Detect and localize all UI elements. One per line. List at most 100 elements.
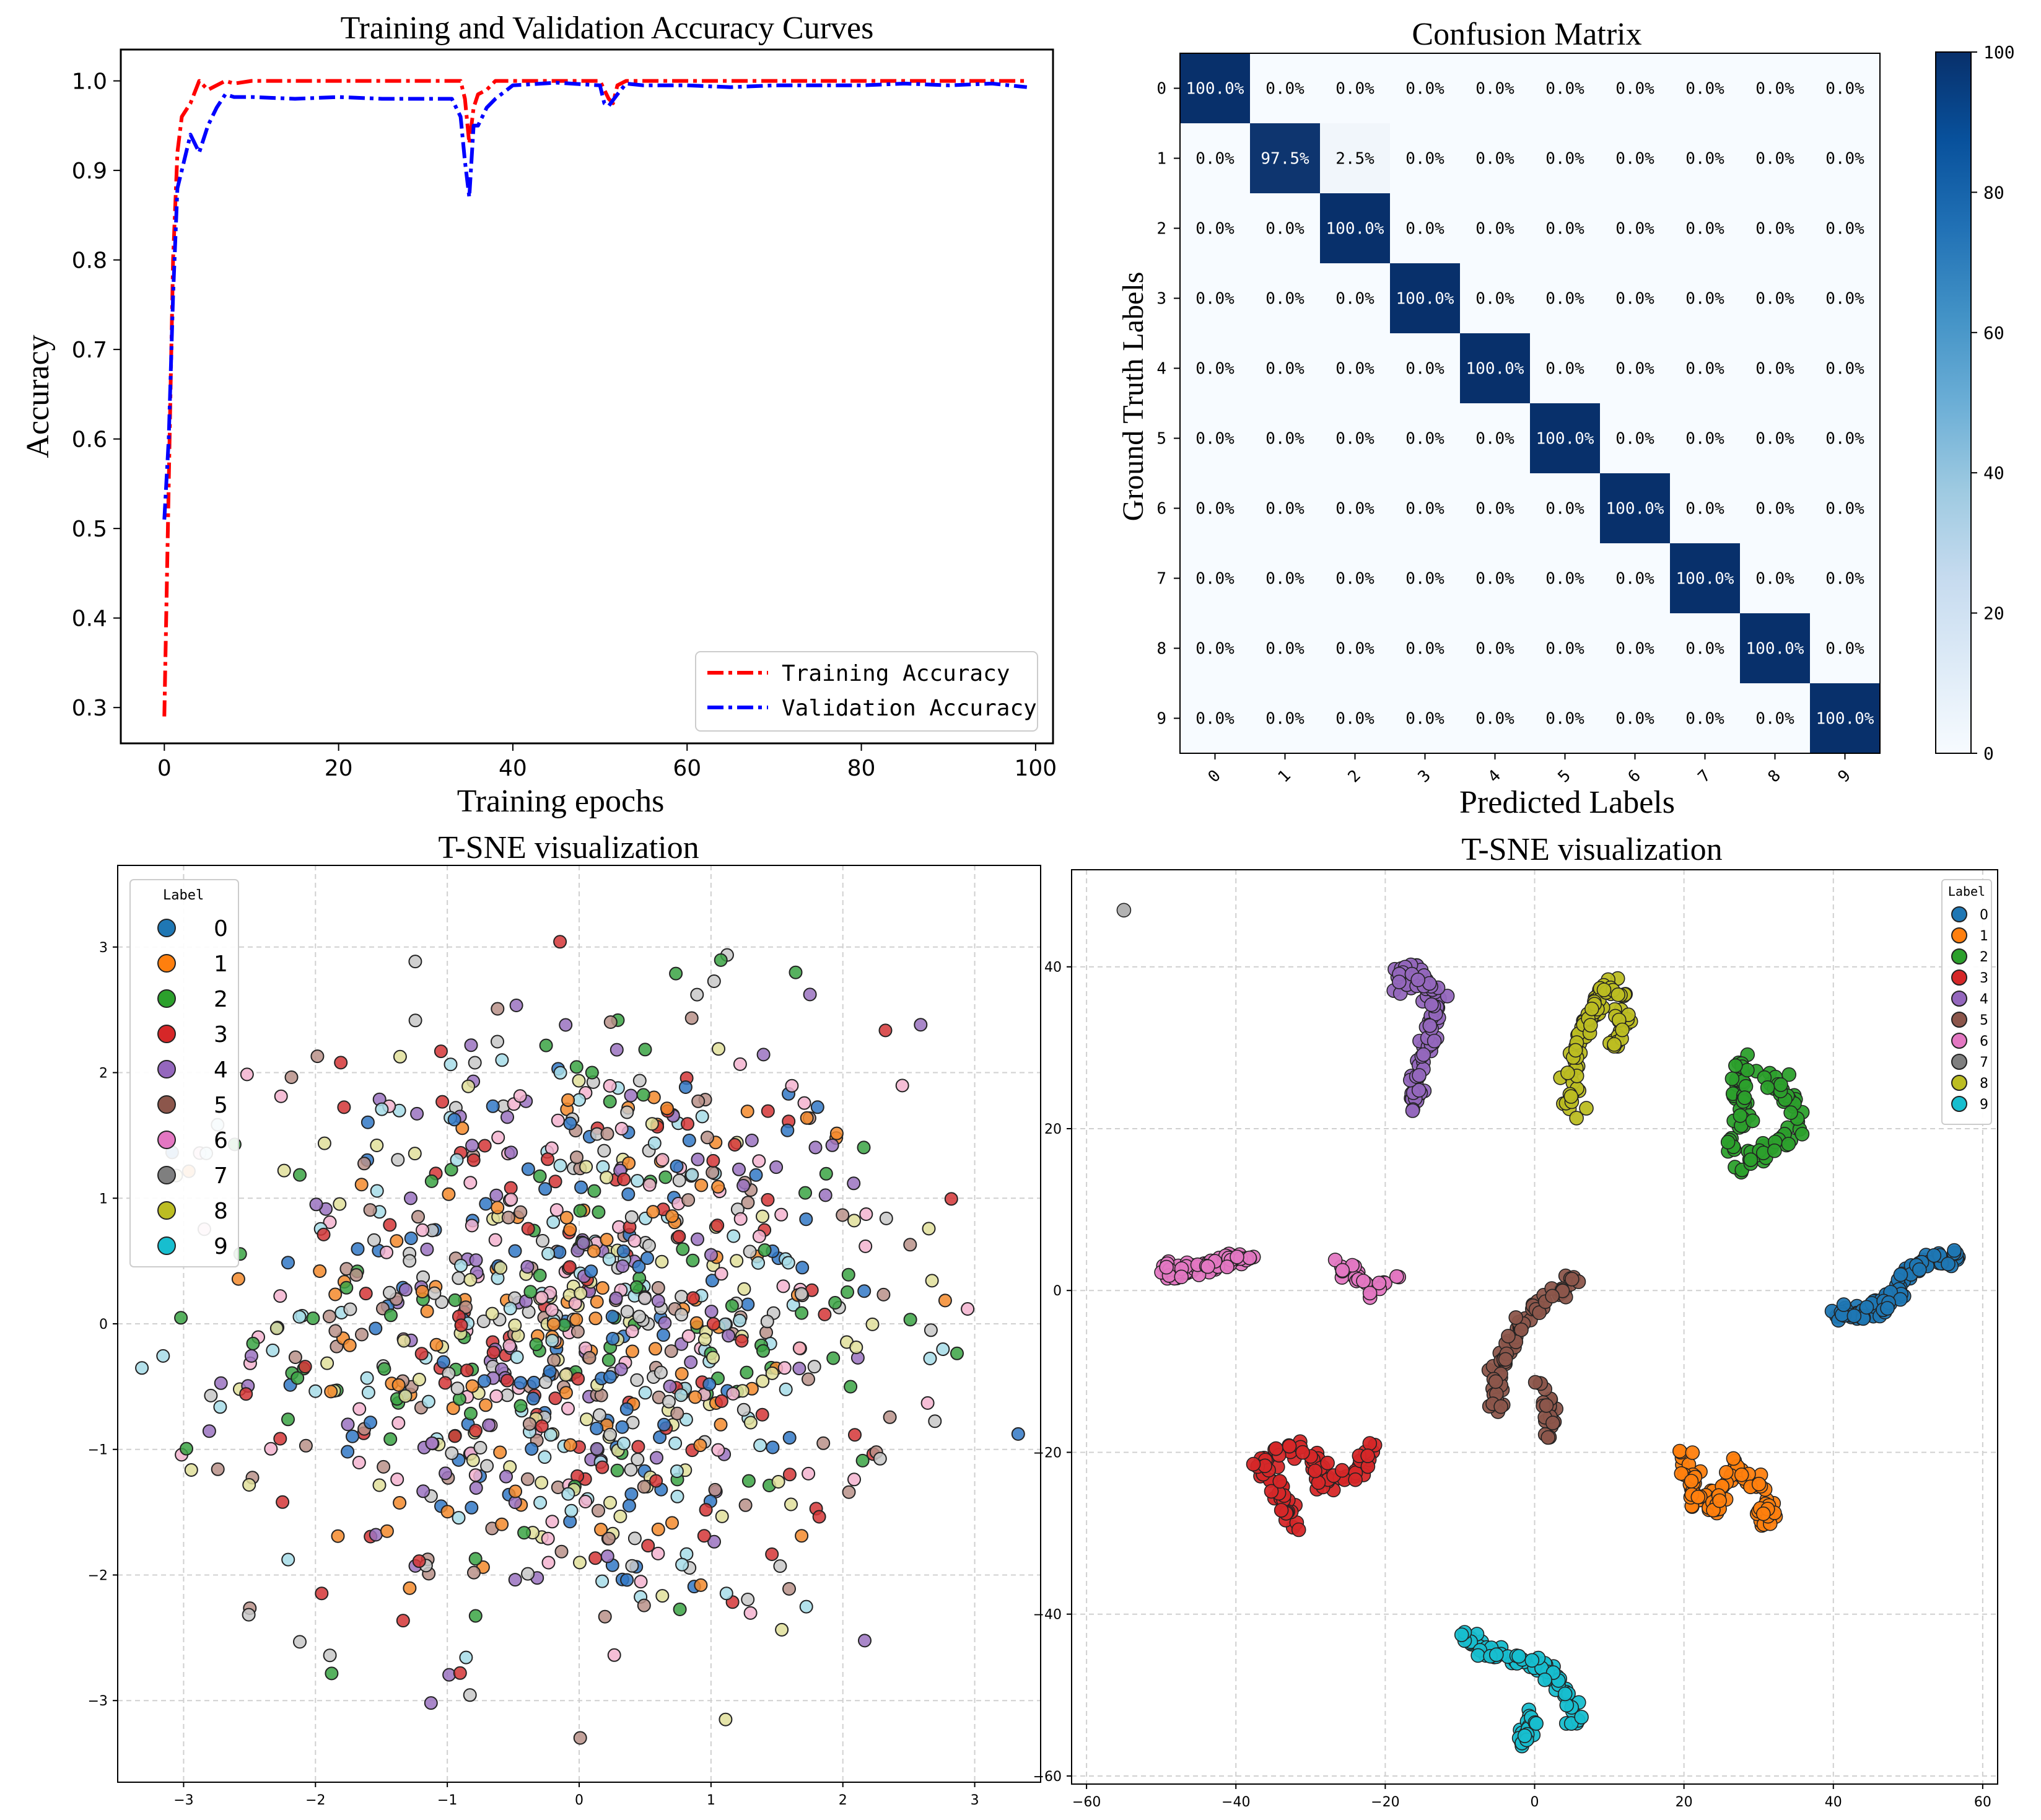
tsne-before-point-class-4: [439, 1466, 453, 1481]
tsne-before-legend-label: 9: [214, 1234, 228, 1259]
tsne-before-point-class-6: [655, 1153, 670, 1167]
tsne-before-point-class-3: [782, 1468, 797, 1482]
tsne-before-point-class-7: [662, 1394, 676, 1409]
confusion-cell: [1460, 333, 1530, 403]
tsne-before-point-class-1: [625, 1344, 639, 1358]
tsne-before-point-class-3: [276, 1495, 290, 1509]
tsne-before-point-class-5: [664, 1344, 678, 1358]
confusion-cell: [1810, 53, 1880, 123]
tsne-after-legend-label: 1: [1980, 929, 1988, 944]
tsne-before-point-class-9: [799, 1599, 813, 1614]
tsne-before-point-class-6: [561, 1401, 575, 1415]
tsne-before-point-class-4: [404, 1191, 417, 1205]
tsne-before-point-class-3: [504, 1181, 518, 1195]
confusion-cell: [1250, 333, 1320, 403]
tsne-before-point-class-2: [798, 1186, 812, 1200]
tsne-before-point-class-3: [562, 1260, 577, 1274]
confusion-cell: [1810, 123, 1880, 193]
tsne-before-point-class-0: [749, 1168, 763, 1182]
tsne-before-point-class-8: [847, 1214, 861, 1228]
tsne-before-point-class-2: [903, 1313, 917, 1327]
tsne-before-point-class-2: [714, 953, 728, 967]
tsne-after-point-class-4: [1422, 1018, 1438, 1033]
tsne-before-point-class-4: [756, 1048, 771, 1062]
tsne-before-point-class-6: [711, 1443, 725, 1457]
tsne-after-legend-marker: [1951, 969, 1967, 986]
tsne-before-point-class-2: [638, 1043, 652, 1057]
tsne-before-point-class-4: [424, 1696, 438, 1710]
tsne-after-legend-marker: [1951, 906, 1967, 922]
confusion-cell: [1810, 263, 1880, 333]
tsne-after-point-class-6: [1327, 1253, 1343, 1267]
tsne-before-point-class-1: [688, 1390, 702, 1404]
tsne-before-point-class-7: [928, 1414, 942, 1428]
tsne-before-point-class-0: [526, 1391, 540, 1406]
confusion-cell: [1600, 543, 1670, 613]
tsne-before-point-class-8: [925, 1274, 939, 1288]
tsne-before-point-class-8: [775, 1622, 789, 1637]
confusion-cell: [1250, 683, 1320, 753]
confusion-cell-label: 0.0%: [1475, 710, 1514, 728]
confusion-cell: [1390, 123, 1460, 193]
tsne-before-point-class-0: [465, 1500, 479, 1515]
tsne-before-point-class-8: [784, 1497, 798, 1512]
tsne-after-point-class-2: [1733, 1108, 1748, 1123]
tsne-before-point-class-1: [442, 1187, 456, 1201]
confusion-cell-label: 0.0%: [1825, 220, 1864, 238]
tsne-before-point-class-1: [651, 1522, 665, 1536]
tsne-before-legend-label: 2: [214, 987, 228, 1012]
confusion-cell-label: 0.0%: [1405, 640, 1444, 658]
confusion-cell-label: 100.0%: [1466, 360, 1524, 378]
tsne-before-point-class-7: [642, 1238, 656, 1253]
confusion-cell: [1180, 333, 1250, 403]
tsne-before-legend-box: [129, 879, 239, 1267]
tsne-after-point-class-9: [1489, 1647, 1504, 1662]
confusion-cell: [1810, 683, 1880, 753]
tsne-before-point-class-9: [553, 1065, 567, 1080]
accuracy-y-tick-label: 0.5: [72, 517, 107, 542]
tsne-before-point-class-9: [779, 1382, 793, 1396]
tsne-before-point-class-4: [651, 1294, 665, 1308]
tsne-before-point-class-3: [298, 1360, 312, 1374]
tsne-before-point-class-1: [795, 1529, 809, 1543]
tsne-before-point-class-2: [468, 1609, 483, 1623]
tsne-after-point-class-1: [1756, 1506, 1771, 1521]
confusion-cell-label: 0.0%: [1755, 500, 1794, 518]
tsne-after-x-tick-label: −40: [1222, 1795, 1250, 1810]
confusion-cell: [1250, 403, 1320, 473]
tsne-before-point-class-2: [517, 1526, 531, 1540]
accuracy-x-axis-label: Training epochs: [457, 784, 665, 819]
tsne-before-point-class-6: [777, 1361, 792, 1375]
tsne-before-point-class-6: [743, 1606, 758, 1620]
tsne-before-point-class-1: [711, 1179, 725, 1194]
tsne-before-point-class-5: [310, 1049, 325, 1064]
tsne-before-point-class-4: [684, 1355, 698, 1369]
confusion-cell-label: 0.0%: [1825, 360, 1864, 378]
tsne-before-point-class-3: [434, 1044, 448, 1059]
tsne-before-point-class-3: [735, 1334, 749, 1348]
tsne-after-x-tick-label: 20: [1676, 1795, 1693, 1810]
tsne-before-point-class-0: [616, 1244, 631, 1258]
tsne-before-point-class-7: [624, 1463, 638, 1477]
tsne-before-point-class-6: [681, 1329, 696, 1343]
confusion-cell: [1460, 263, 1530, 333]
tsne-before-point-class-6: [733, 1212, 748, 1226]
confusion-cell-label: 0.0%: [1475, 150, 1514, 168]
tsne-before-point-class-2: [468, 1552, 483, 1566]
tsne-before-point-class-6: [607, 1648, 621, 1662]
tsne-before-point-class-6: [920, 1396, 935, 1410]
tsne-after-point-class-5: [1514, 1322, 1529, 1337]
tsne-before-point-class-5: [573, 1731, 587, 1745]
confusion-cell: [1670, 473, 1740, 543]
tsne-after-point-class-3: [1308, 1463, 1322, 1479]
colorbar-tick-label: 60: [1983, 323, 2004, 343]
tsne-before-point-class-0: [341, 1445, 355, 1459]
confusion-cell: [1670, 613, 1740, 683]
tsne-before-point-class-1: [694, 1178, 709, 1192]
tsne-after-x-tick-label: −20: [1371, 1795, 1399, 1810]
tsne-before-point-class-1: [331, 1529, 345, 1543]
tsne-before-point-class-3: [478, 1139, 492, 1153]
tsne-before-point-class-8: [849, 1341, 863, 1354]
tsne-before-point-class-1: [495, 1517, 509, 1531]
